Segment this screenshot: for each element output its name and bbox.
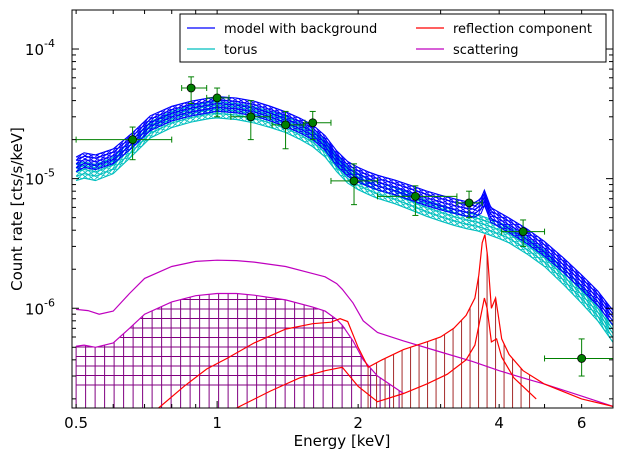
data-point <box>456 190 483 219</box>
data-point <box>330 163 379 206</box>
band-hatch <box>75 113 611 339</box>
series-line <box>75 104 613 331</box>
legend-entry: torus <box>187 43 258 58</box>
hatched-regions <box>75 251 531 408</box>
data-point <box>75 126 173 161</box>
x-tick-label: 0.5 <box>64 414 88 432</box>
band-hatch <box>75 109 611 334</box>
series-line <box>76 259 613 407</box>
legend: model with background reflection componen… <box>179 13 607 63</box>
data-point <box>377 185 458 216</box>
data-point <box>206 87 230 118</box>
x-tick-label: 2 <box>353 414 363 432</box>
y-tick-exponent: -6 <box>44 296 55 309</box>
y-tick-exponent: -4 <box>44 37 55 50</box>
y-axis-label: Count rate [cts/s/keV] <box>8 127 26 291</box>
legend-entry: reflection component <box>416 22 592 37</box>
band-hatch <box>75 113 611 335</box>
x-tick-label: 6 <box>577 414 587 432</box>
series-line <box>158 234 613 408</box>
legend-label: torus <box>224 43 258 58</box>
series-line <box>75 112 613 339</box>
band-hatch <box>75 108 611 330</box>
band-hatch <box>75 107 611 318</box>
y-tick-label: 10 <box>25 300 44 318</box>
y-tick-label: 10 <box>25 171 44 189</box>
y-tick-exponent: -5 <box>44 167 55 180</box>
data-points <box>75 76 614 377</box>
x-tick-label: 1 <box>212 414 222 432</box>
series-line <box>236 297 537 408</box>
legend-label: scattering <box>453 43 519 58</box>
legend-label: model with background <box>224 22 377 37</box>
data-point <box>501 219 546 247</box>
band-hatch <box>76 103 611 318</box>
x-tick-label: 4 <box>494 414 504 432</box>
series-line <box>75 102 613 318</box>
data-point <box>271 110 305 150</box>
band-hatch <box>75 105 611 327</box>
data-point <box>304 110 332 141</box>
legend-label: reflection component <box>453 22 592 37</box>
data-point <box>181 76 208 104</box>
data-point <box>544 338 614 377</box>
x-axis-label: Energy [keV] <box>294 432 391 450</box>
series-line <box>75 108 613 334</box>
legend-entry: scattering <box>416 43 519 58</box>
data-point <box>230 100 271 141</box>
y-tick-label: 10 <box>25 41 44 59</box>
series-line <box>76 292 404 394</box>
legend-box <box>179 13 607 63</box>
plot-frame <box>71 9 614 409</box>
legend-entry: model with background <box>187 22 377 37</box>
model-curves <box>75 96 613 408</box>
axes: 0.5 1 2 4 610-610-510-4 <box>25 9 614 432</box>
